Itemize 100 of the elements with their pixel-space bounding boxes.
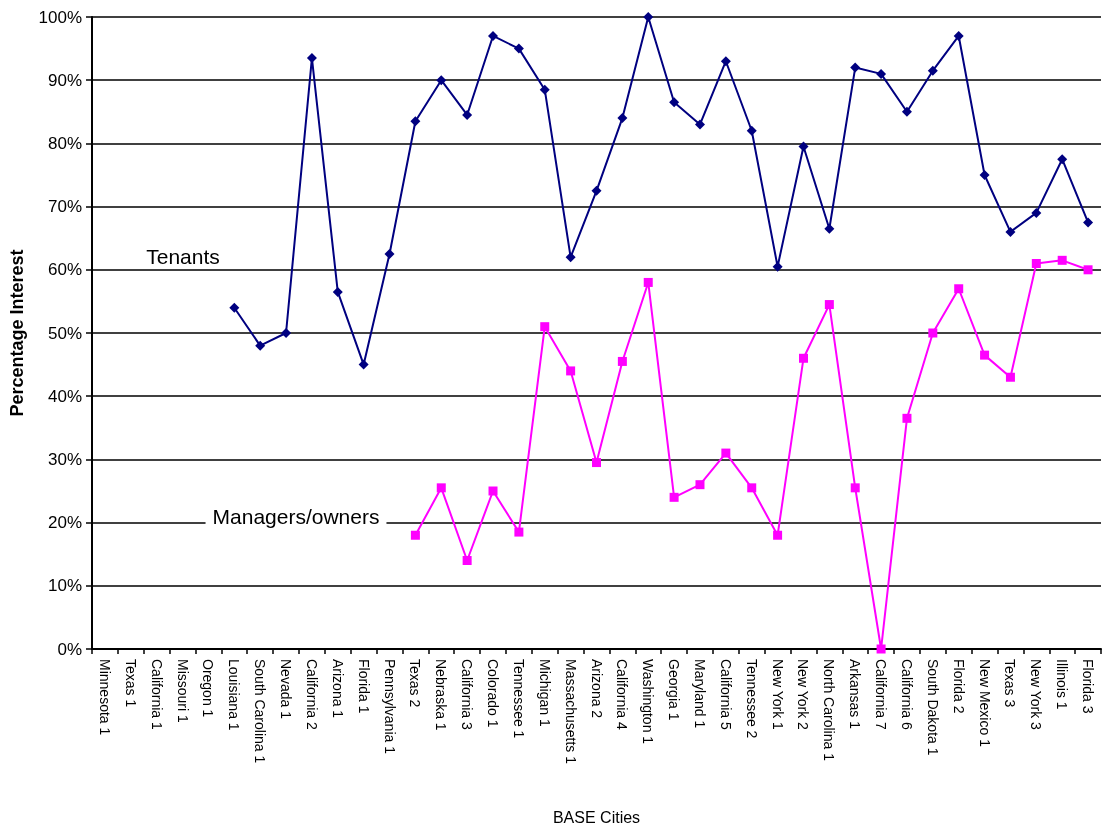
point: [1057, 255, 1067, 265]
y-tick-label: 30%: [47, 449, 82, 469]
point: [643, 12, 654, 22]
point: [954, 284, 964, 294]
point: [488, 30, 499, 41]
point: [488, 486, 498, 496]
point: [565, 252, 576, 263]
x-tick-label: Massachusetts 1: [562, 659, 579, 765]
y-tick-label: 60%: [47, 260, 82, 280]
point: [617, 113, 628, 124]
point: [617, 356, 627, 366]
x-tick-label: Maryland 1: [691, 659, 708, 729]
point: [953, 30, 964, 41]
y-axis-title: Percentage Interest: [7, 249, 27, 417]
x-tick-label: Louisiana 1: [226, 659, 243, 731]
point: [410, 116, 421, 127]
point: [876, 644, 886, 654]
series-label: Tenants: [146, 244, 220, 268]
point: [436, 483, 446, 493]
point: [824, 300, 834, 310]
point: [462, 556, 472, 566]
x-tick-label: Arizona 2: [588, 659, 605, 719]
y-tick-label: 10%: [47, 576, 82, 596]
point: [255, 340, 266, 351]
point: [721, 448, 731, 458]
point: [1083, 217, 1094, 228]
x-tick-label: Florida 2: [950, 659, 967, 714]
y-tick-label: 50%: [47, 323, 82, 343]
point: [980, 350, 990, 360]
x-tick-label: Florida 1: [355, 659, 372, 714]
point: [358, 359, 369, 370]
x-tick-label: North Carolina 1: [821, 659, 838, 762]
y-tick-label: 100%: [38, 7, 82, 27]
y-tick-label: 40%: [47, 386, 82, 406]
point: [876, 68, 887, 79]
point: [1057, 154, 1068, 165]
point: [436, 75, 447, 86]
x-tick-label: New York 1: [769, 659, 786, 731]
x-tick-label: South Dakota 1: [924, 659, 941, 756]
x-tick-label: New Mexico 1: [976, 659, 993, 748]
x-tick-label: Texas 2: [407, 659, 424, 708]
point: [229, 302, 240, 313]
y-tick-label: 90%: [47, 70, 82, 90]
point: [281, 328, 292, 338]
point: [540, 322, 550, 332]
x-tick-label: South Carolina 1: [252, 659, 269, 764]
x-tick-label: Georgia 1: [666, 659, 683, 721]
x-tick-label: Nebraska 1: [433, 659, 450, 731]
point: [695, 480, 705, 490]
point: [1031, 207, 1042, 218]
x-tick-label: Florida 3: [1080, 659, 1097, 714]
point: [927, 65, 938, 76]
point: [901, 106, 912, 117]
point: [798, 353, 808, 363]
point: [694, 119, 705, 130]
x-tick-label: Illinois 1: [1054, 659, 1071, 710]
x-tick-label: New York 3: [1028, 659, 1045, 731]
point: [643, 277, 653, 287]
point: [462, 109, 473, 120]
series-label: Managers/owners: [212, 504, 380, 528]
x-tick-label: Oregon 1: [200, 659, 217, 718]
x-tick-label: California 4: [614, 659, 631, 731]
y-tick-label: 0%: [57, 639, 82, 659]
y-tick-label: 20%: [47, 513, 82, 533]
point: [798, 141, 809, 152]
point: [1031, 258, 1041, 268]
x-tick-label: Washington 1: [640, 659, 657, 745]
x-tick-label: Minnesota 1: [96, 659, 113, 736]
point: [669, 97, 680, 108]
x-tick-label: Missouri 1: [174, 659, 191, 724]
y-tick-label: 70%: [47, 197, 82, 217]
x-tick-label: Arkansas 1: [847, 659, 864, 730]
point: [539, 84, 550, 95]
point: [566, 366, 576, 376]
point: [1005, 226, 1016, 237]
point: [850, 483, 860, 493]
x-tick-label: Pennsylvania 1: [381, 659, 398, 755]
y-tick-label: 80%: [47, 133, 82, 153]
point: [773, 530, 783, 540]
x-tick-label: Tennessee 1: [510, 659, 527, 739]
point: [332, 286, 343, 297]
point: [410, 530, 420, 540]
x-tick-label: Texas 3: [1002, 659, 1019, 708]
point: [513, 43, 524, 54]
x-tick-label: California 5: [717, 659, 734, 731]
x-tick-label: Texas 1: [122, 659, 139, 708]
x-tick-label: California 2: [303, 659, 320, 731]
point: [591, 185, 602, 196]
x-tick-label: New York 2: [795, 659, 812, 731]
x-tick-label: Nevada 1: [278, 659, 295, 720]
x-tick-label: California 1: [148, 659, 165, 731]
point: [720, 56, 731, 67]
point: [669, 492, 679, 502]
x-tick-label: California 7: [873, 659, 890, 731]
point: [514, 527, 524, 537]
x-tick-label: California 3: [459, 659, 476, 731]
point: [746, 125, 757, 136]
point: [1083, 265, 1093, 275]
x-tick-label: Arizona 1: [329, 659, 346, 719]
x-tick-label: Colorado 1: [485, 659, 502, 728]
